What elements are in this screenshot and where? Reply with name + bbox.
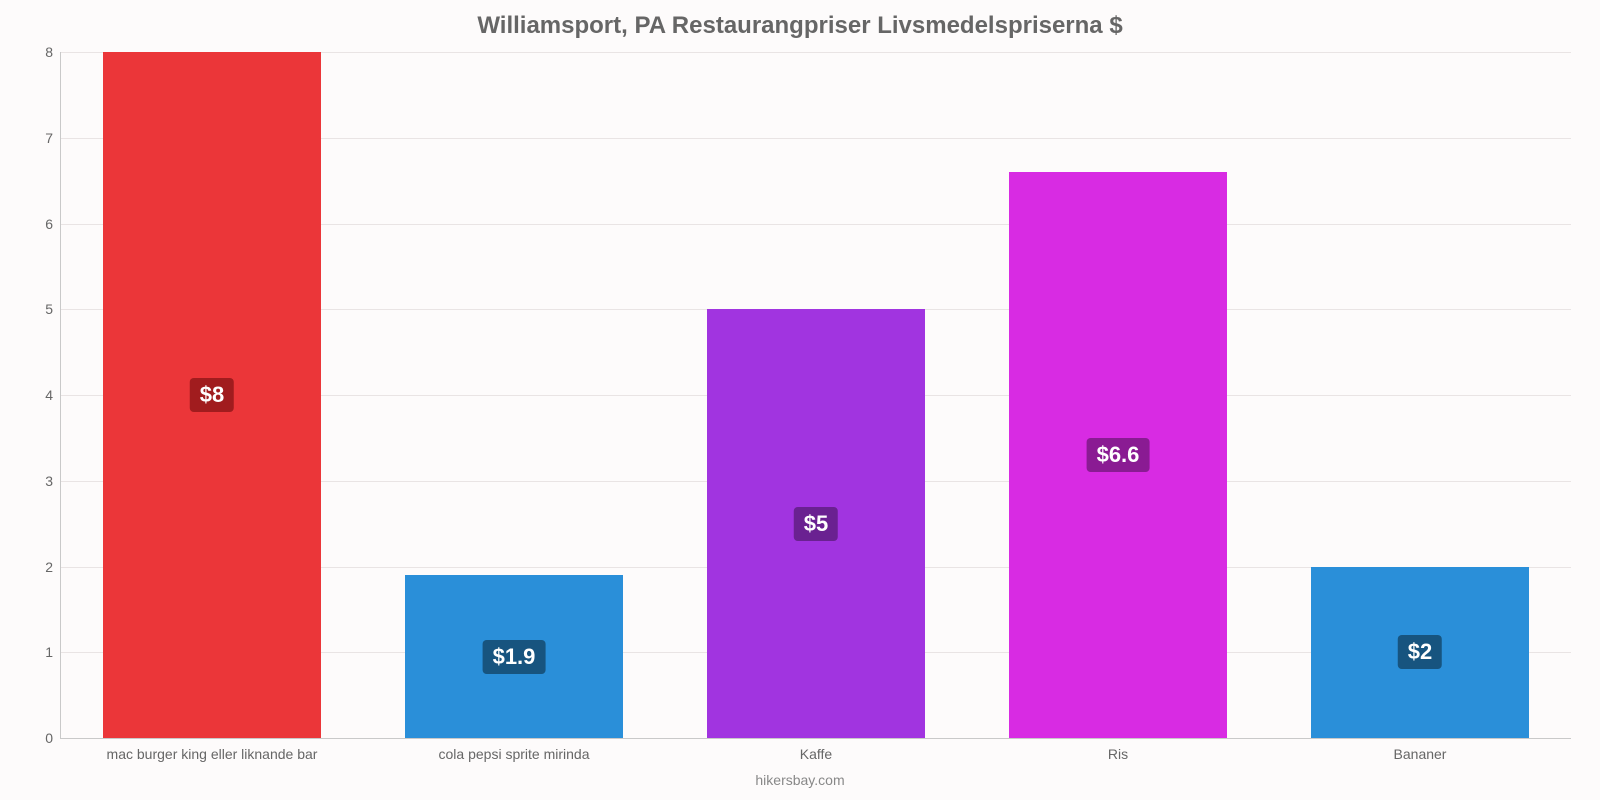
x-tick-label: Kaffe [800, 738, 832, 762]
y-tick-label: 1 [45, 644, 61, 660]
y-tick-label: 0 [45, 730, 61, 746]
x-tick-label: cola pepsi sprite mirinda [439, 738, 590, 762]
y-tick-label: 8 [45, 44, 61, 60]
chart-footer: hikersbay.com [0, 772, 1600, 788]
bar-value-label: $5 [794, 507, 838, 541]
chart-container: Williamsport, PA Restaurangpriser Livsme… [0, 0, 1600, 800]
y-tick-label: 2 [45, 559, 61, 575]
x-tick-label: mac burger king eller liknande bar [107, 738, 318, 762]
bar-value-label: $2 [1398, 635, 1442, 669]
bar-value-label: $6.6 [1087, 438, 1150, 472]
bar-value-label: $1.9 [483, 640, 546, 674]
plot-area: 012345678$8mac burger king eller liknand… [60, 52, 1571, 739]
y-tick-label: 5 [45, 301, 61, 317]
y-tick-label: 3 [45, 473, 61, 489]
y-tick-label: 6 [45, 216, 61, 232]
y-tick-label: 4 [45, 387, 61, 403]
x-tick-label: Ris [1108, 738, 1128, 762]
x-tick-label: Bananer [1394, 738, 1447, 762]
chart-title: Williamsport, PA Restaurangpriser Livsme… [0, 12, 1600, 40]
y-tick-label: 7 [45, 130, 61, 146]
bar-value-label: $8 [190, 378, 234, 412]
